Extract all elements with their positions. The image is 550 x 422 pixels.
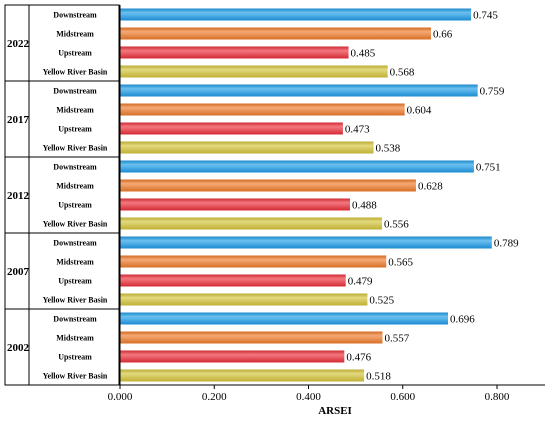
- x-tick-label: 0.200: [202, 391, 227, 403]
- data-label: 0.604: [407, 105, 432, 117]
- group-year-label: 2007: [7, 266, 30, 278]
- category-label: Yellow River Basin: [43, 296, 108, 305]
- category-label: Downstream: [53, 87, 97, 96]
- data-label: 0.759: [480, 86, 505, 98]
- bar: [120, 293, 368, 306]
- data-label: 0.476: [346, 352, 371, 364]
- category-label: Downstream: [53, 315, 97, 324]
- data-label: 0.789: [494, 238, 519, 250]
- bar: [120, 84, 478, 97]
- data-label: 0.696: [450, 314, 475, 326]
- group-year-label: 2012: [7, 190, 30, 202]
- category-label: Midstream: [56, 106, 94, 115]
- category-label: Downstream: [53, 239, 97, 248]
- data-label: 0.565: [388, 257, 413, 269]
- category-label: Upstream: [58, 201, 92, 210]
- data-label: 0.557: [384, 333, 409, 345]
- bar: [120, 141, 374, 154]
- category-label: Midstream: [56, 258, 94, 267]
- category-label: Upstream: [58, 277, 92, 286]
- bar: [120, 103, 405, 116]
- bar: [120, 369, 365, 382]
- data-label: 0.518: [366, 371, 391, 383]
- category-label: Midstream: [56, 334, 94, 343]
- data-label: 0.66: [433, 29, 453, 41]
- bar: [120, 8, 472, 21]
- category-label: Upstream: [58, 125, 92, 134]
- bar: [120, 217, 383, 230]
- x-tick-label: 0.400: [296, 391, 321, 403]
- category-label: Downstream: [53, 163, 97, 172]
- data-label: 0.568: [390, 67, 415, 79]
- bar: [120, 46, 349, 59]
- data-label: 0.473: [345, 124, 370, 136]
- data-label: 0.485: [351, 48, 376, 60]
- category-label: Yellow River Basin: [43, 220, 108, 229]
- category-label: Yellow River Basin: [43, 144, 108, 153]
- bar: [120, 122, 343, 135]
- bar: [120, 350, 345, 363]
- data-label: 0.556: [384, 219, 409, 231]
- data-label: 0.751: [476, 162, 501, 174]
- bar: [120, 236, 492, 249]
- category-label: Upstream: [58, 353, 92, 362]
- data-label: 0.538: [376, 143, 401, 155]
- bar: [120, 65, 388, 78]
- category-label: Yellow River Basin: [43, 372, 108, 381]
- data-label: 0.479: [348, 276, 373, 288]
- category-label: Midstream: [56, 182, 94, 191]
- category-label: Midstream: [56, 30, 94, 39]
- data-label: 0.525: [369, 295, 394, 307]
- bar: [120, 27, 432, 40]
- bar: [120, 160, 474, 173]
- bar: [120, 255, 387, 268]
- category-label: Yellow River Basin: [43, 68, 108, 77]
- bar: [120, 331, 383, 344]
- data-label: 0.745: [473, 10, 498, 22]
- category-label: Upstream: [58, 49, 92, 58]
- category-label: Downstream: [53, 11, 97, 20]
- bar: [120, 274, 346, 287]
- data-label: 0.488: [352, 200, 377, 212]
- group-year-label: 2017: [7, 114, 30, 126]
- category-table-frame: [4, 4, 120, 386]
- data-label: 0.628: [418, 181, 443, 193]
- x-tick-label: 0.600: [390, 391, 415, 403]
- group-year-label: 2002: [7, 342, 30, 354]
- x-tick-label: 0.800: [485, 391, 510, 403]
- x-axis-title: ARSEI: [318, 405, 352, 417]
- x-tick-label: 0.000: [108, 391, 133, 403]
- bar: [120, 198, 350, 211]
- group-year-label: 2022: [7, 38, 30, 50]
- bar: [120, 312, 448, 325]
- bar: [120, 179, 416, 192]
